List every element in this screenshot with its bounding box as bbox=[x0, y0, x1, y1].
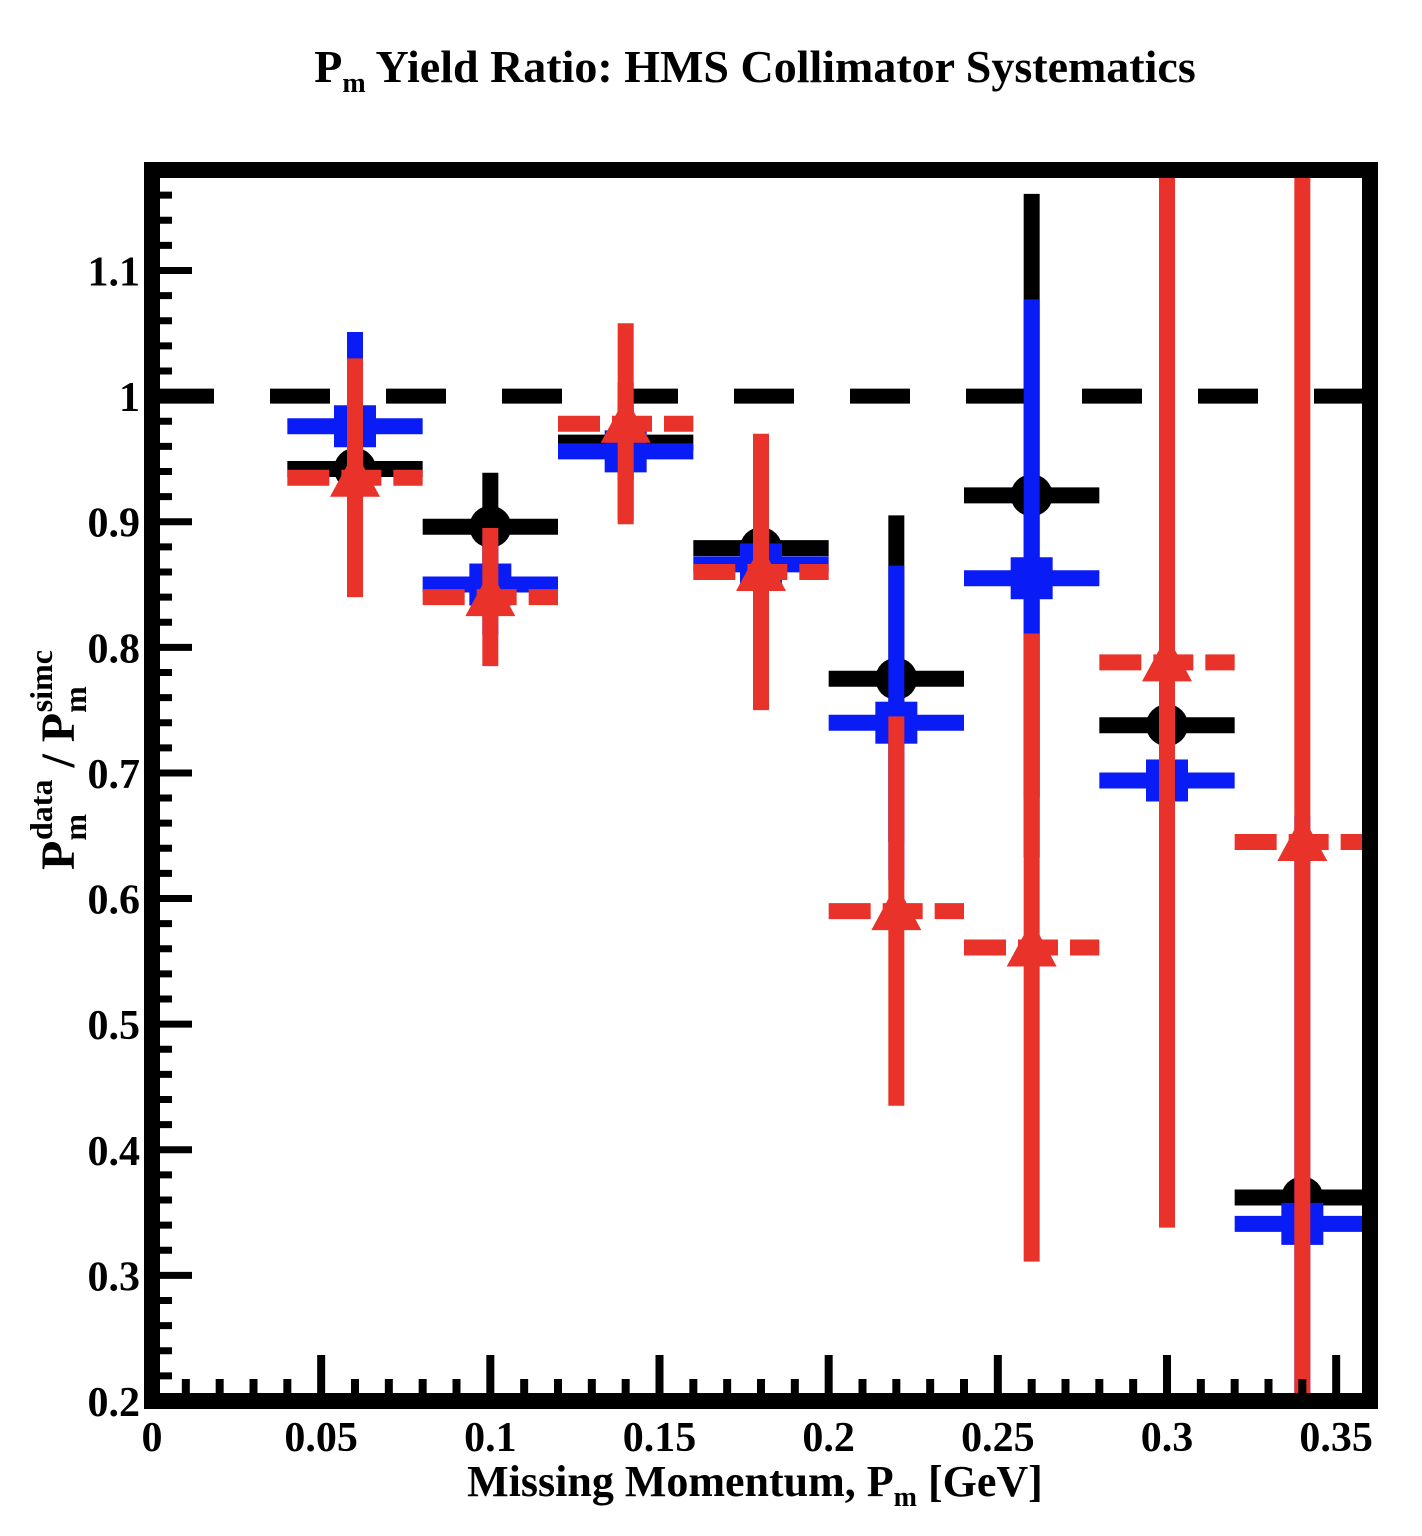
x-tick-labels: 0 0.05 0.1 0.15 0.2 0.25 0.3 0.35 bbox=[142, 1415, 1373, 1461]
x-tick-label: 0.05 bbox=[284, 1415, 358, 1461]
data-point-triangle bbox=[871, 884, 922, 931]
y-axis-label-den-main: P bbox=[32, 713, 85, 742]
y-tick-label: 0.5 bbox=[88, 1003, 141, 1049]
chart-title-sub: m bbox=[342, 68, 365, 99]
y-tick-label: 0.6 bbox=[88, 878, 141, 924]
y-axis-label-num-sup: data bbox=[23, 780, 59, 840]
y-tick-label: 0.9 bbox=[88, 501, 141, 547]
x-tick-label: 0.35 bbox=[1299, 1415, 1373, 1461]
x-axis-label-rest: [GeV] bbox=[917, 1457, 1043, 1506]
x-axis-label-main: Missing Momentum, P bbox=[467, 1457, 894, 1506]
chart-title: Pm Yield Ratio: HMS Collimator Systemati… bbox=[314, 41, 1195, 99]
y-tick-label: 1 bbox=[119, 375, 140, 421]
x-tick-label: 0.2 bbox=[802, 1415, 855, 1461]
data-point-triangle bbox=[465, 570, 516, 617]
data-point-triangle bbox=[1277, 815, 1328, 862]
x-tick-label: 0.15 bbox=[623, 1415, 697, 1461]
chart-title-main: P bbox=[314, 41, 342, 92]
x-axis-label: Missing Momentum, Pm [GeV] bbox=[467, 1457, 1043, 1513]
data-point-square bbox=[1010, 557, 1053, 600]
y-tick-label: 1.1 bbox=[88, 249, 141, 295]
data-point-triangle bbox=[736, 544, 786, 591]
y-tick-label: 0.4 bbox=[88, 1129, 141, 1175]
series-triangle bbox=[287, 172, 1368, 1399]
y-axis-label-den-sup: simc bbox=[23, 650, 59, 712]
y-tick-label: 0.7 bbox=[88, 752, 141, 798]
data-point-circle bbox=[469, 505, 512, 548]
y-tick-label: 0.2 bbox=[88, 1380, 141, 1426]
data-point-triangle bbox=[330, 450, 380, 497]
y-tick-labels: 0.2 0.3 0.4 0.5 0.6 0.7 0.8 0.9 1 1.1 bbox=[88, 249, 141, 1426]
chart-title-rest: Yield Ratio: HMS Collimator Systematics bbox=[366, 41, 1196, 92]
y-axis-label-num-sub: m bbox=[57, 814, 93, 841]
data-point-triangle bbox=[600, 396, 651, 443]
x-tick-label: 0.25 bbox=[961, 1415, 1035, 1461]
y-tick-label: 0.3 bbox=[88, 1254, 141, 1300]
x-tick-label: 0.1 bbox=[464, 1415, 517, 1461]
y-axis-label-den-sub: m bbox=[57, 686, 93, 713]
data-point-triangle bbox=[1142, 635, 1192, 682]
data-point-triangle bbox=[1006, 920, 1057, 967]
axis-ticks bbox=[152, 191, 1341, 1401]
x-tick-label: 0 bbox=[142, 1415, 163, 1461]
x-tick-label: 0.3 bbox=[1141, 1415, 1194, 1461]
y-axis-label: Pmdata / Pmsimc bbox=[23, 650, 93, 870]
y-axis-label-num-main: P bbox=[32, 841, 85, 870]
y-tick-label: 0.8 bbox=[88, 626, 141, 672]
data-series bbox=[287, 172, 1368, 1399]
x-axis-label-sub: m bbox=[894, 1482, 917, 1513]
y-axis-label-sep: / bbox=[32, 742, 85, 779]
